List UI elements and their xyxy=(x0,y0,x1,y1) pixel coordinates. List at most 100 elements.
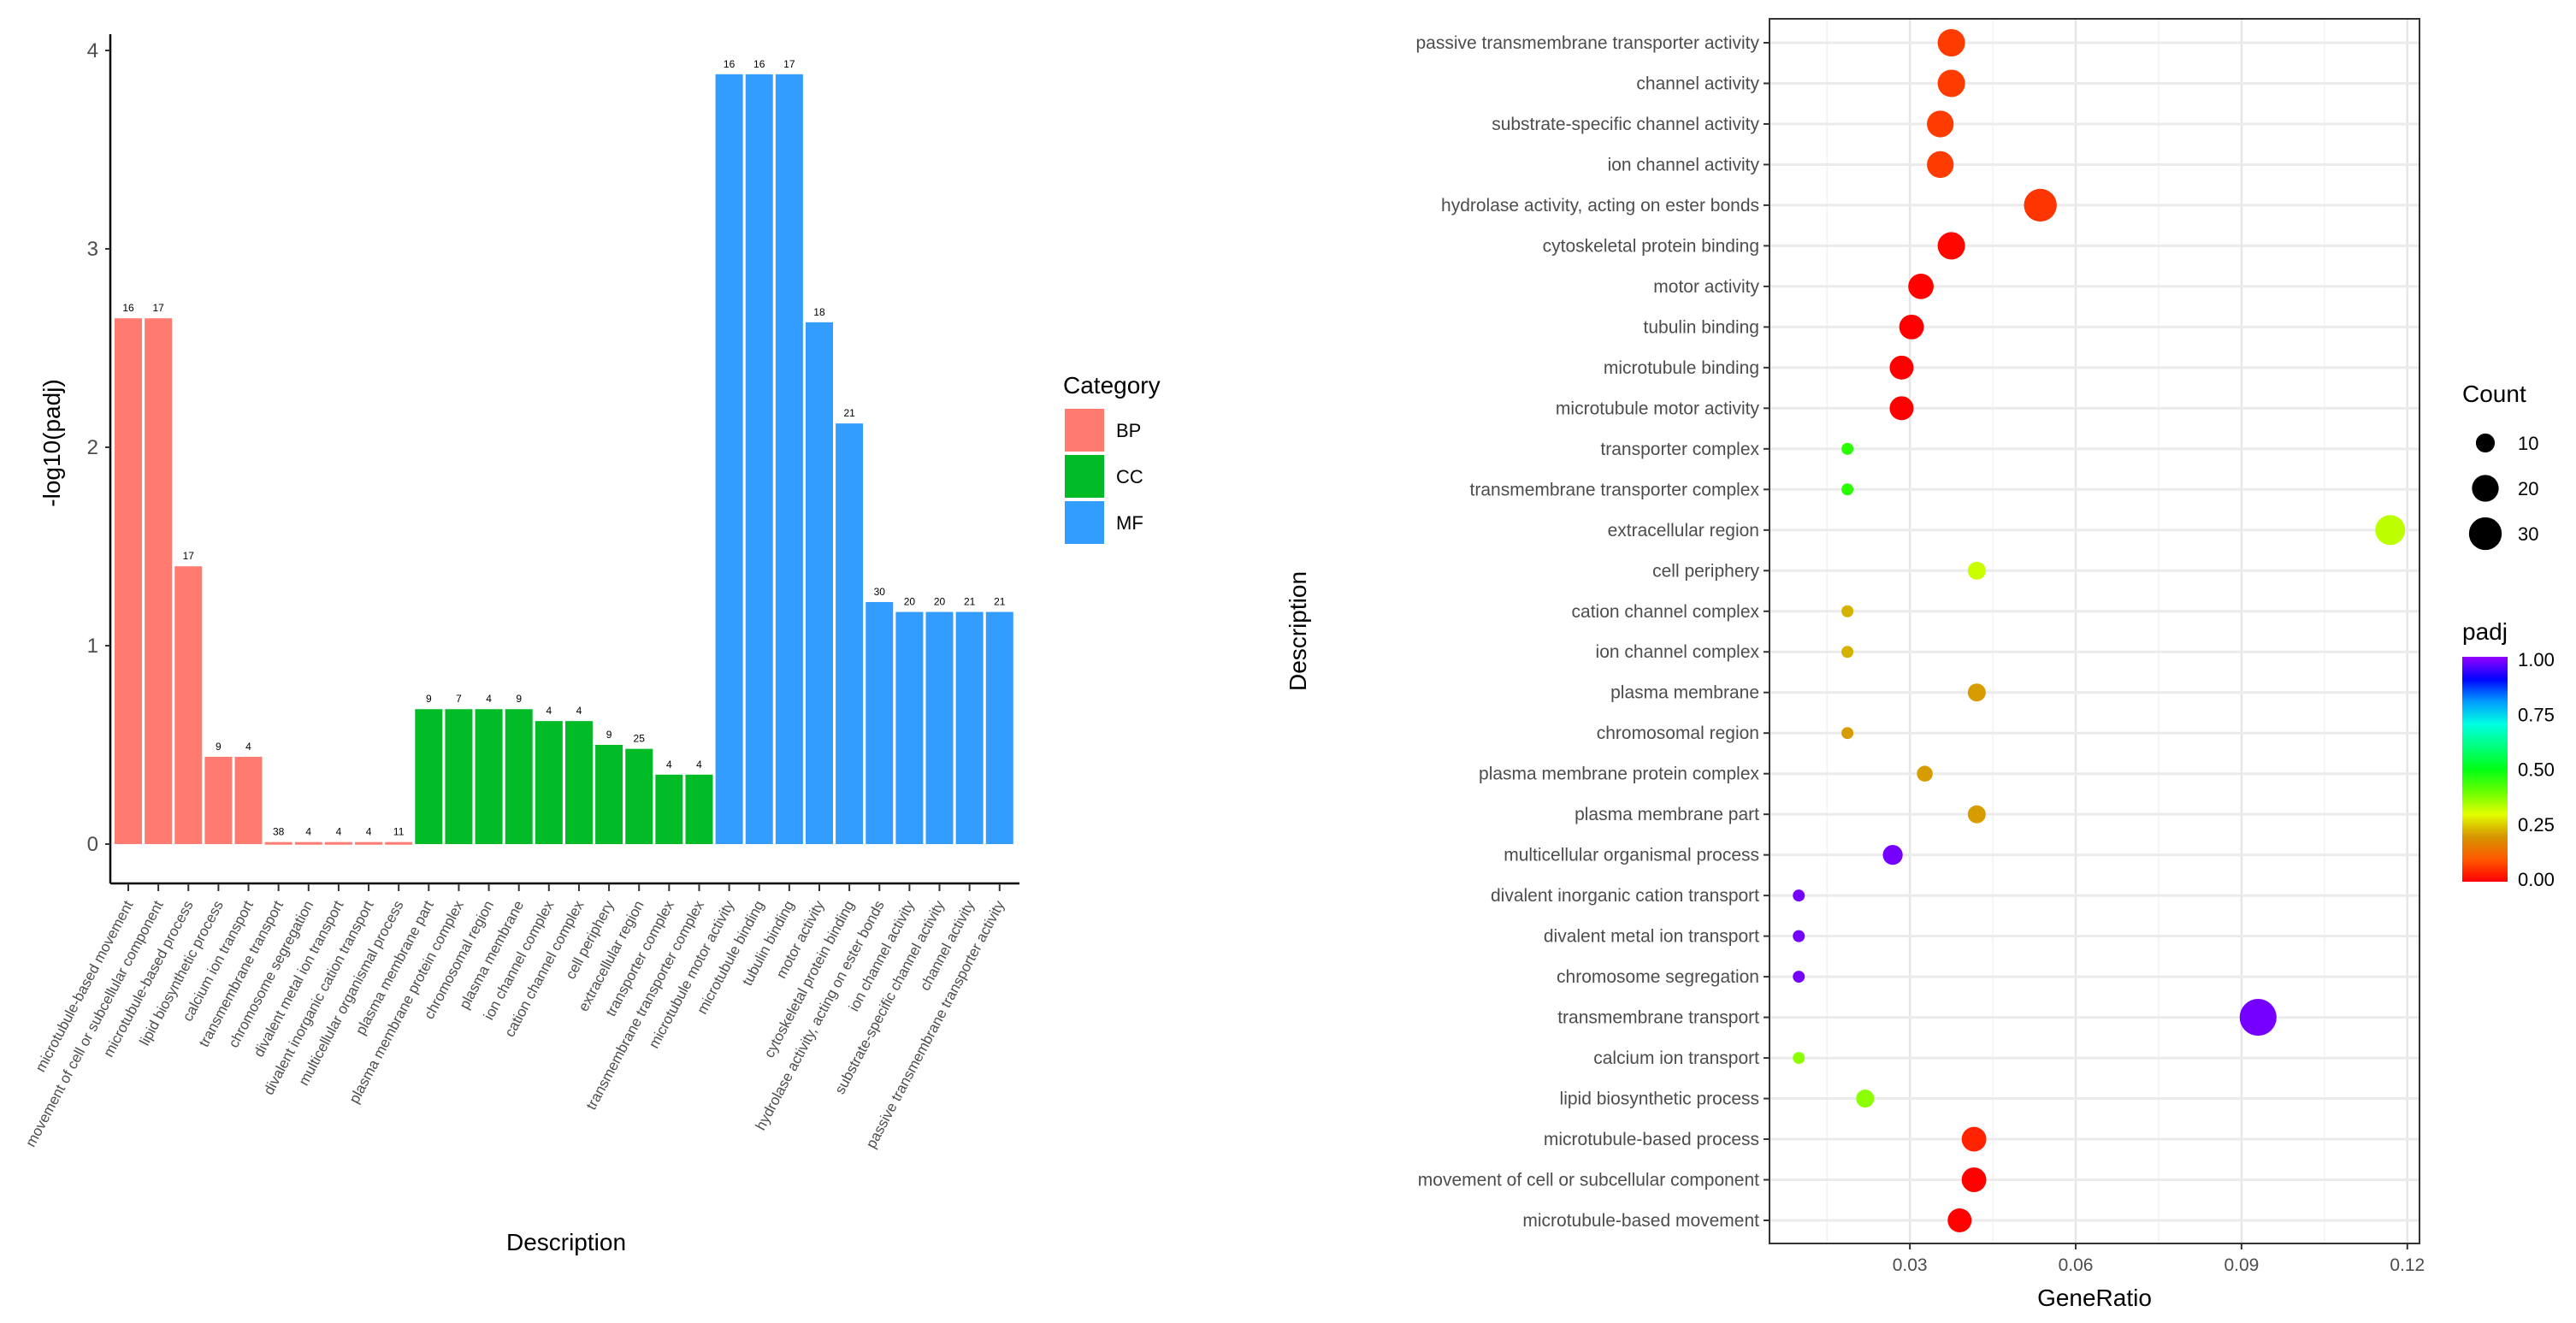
y-tick-label: plasma membrane xyxy=(1610,683,1759,703)
data-point xyxy=(2239,999,2277,1037)
bar xyxy=(505,709,533,844)
y-tick-label: chromosome segregation xyxy=(1557,967,1759,987)
data-point xyxy=(1899,314,1924,340)
y-tick-label: substrate-specific channel activity xyxy=(1492,115,1759,134)
bar xyxy=(415,709,443,844)
colorbar-tick-label: 0.75 xyxy=(2518,704,2555,725)
size-legend-label: 10 xyxy=(2518,433,2538,454)
y-tick-label: microtubule binding xyxy=(1604,358,1759,378)
y-tick-label: 4 xyxy=(87,39,98,62)
bar xyxy=(955,611,984,844)
size-legend-key xyxy=(2468,517,2502,551)
data-point xyxy=(1841,483,1854,496)
bar xyxy=(174,566,203,844)
data-point xyxy=(1947,1208,1972,1232)
colorbar-tick-label: 0.50 xyxy=(2518,759,2555,781)
bar xyxy=(535,721,563,844)
color-legend-title: padj xyxy=(2462,618,2508,645)
legend-key-bp xyxy=(1065,409,1104,452)
bar xyxy=(625,748,653,844)
bar-data-label: 25 xyxy=(634,733,646,745)
bar xyxy=(234,756,263,844)
bar xyxy=(355,842,383,845)
colorbar-tick-label: 0.00 xyxy=(2518,869,2555,890)
y-axis-title: Description xyxy=(1285,571,1311,691)
data-point xyxy=(1793,930,1805,942)
data-point xyxy=(1961,1126,1987,1152)
legend-title: Category xyxy=(1063,372,1161,399)
bar-data-label: 16 xyxy=(122,302,134,314)
y-tick-label: multicellular organismal process xyxy=(1504,846,1759,865)
size-legend-label: 20 xyxy=(2518,478,2538,499)
bar xyxy=(294,842,322,845)
data-point xyxy=(1937,28,1965,57)
y-tick-label: extracellular region xyxy=(1608,521,1759,540)
data-point xyxy=(1927,151,1954,179)
bar xyxy=(264,842,292,845)
data-point xyxy=(1917,765,1933,782)
y-axis-title: -log10(padj) xyxy=(38,379,65,506)
data-point xyxy=(1793,1052,1805,1065)
bar-data-label: 4 xyxy=(366,826,372,838)
bar-data-label: 4 xyxy=(546,705,552,717)
bar xyxy=(595,745,623,844)
x-axis-title: GeneRatio xyxy=(2037,1285,2152,1311)
x-tick-label: 0.03 xyxy=(1893,1255,1928,1275)
y-tick-label: ion channel complex xyxy=(1596,642,1760,662)
y-tick-label: divalent metal ion transport xyxy=(1544,927,1759,947)
padj-colorbar xyxy=(2462,657,2508,882)
y-tick-label: 1 xyxy=(87,635,98,658)
bar-data-label: 4 xyxy=(305,826,311,838)
data-point xyxy=(1841,646,1854,659)
bar-data-label: 16 xyxy=(724,58,736,70)
bar-data-label: 4 xyxy=(245,741,251,753)
data-point xyxy=(1856,1090,1875,1108)
data-point xyxy=(1889,396,1914,421)
y-tick-label: microtubule motor activity xyxy=(1556,399,1760,418)
x-tick-label: 0.06 xyxy=(2059,1255,2094,1275)
y-tick-label: ion channel activity xyxy=(1608,155,1760,174)
data-point xyxy=(1937,232,1965,260)
y-tick-label: channel activity xyxy=(1636,74,1759,93)
bar xyxy=(715,74,743,845)
bar-data-label: 9 xyxy=(516,693,522,705)
dot-plot: passive transmembrane transporter activi… xyxy=(1285,18,2555,1311)
bar xyxy=(836,423,864,844)
bar xyxy=(204,756,233,844)
y-tick-label: motor activity xyxy=(1653,277,1759,297)
bar-data-label: 4 xyxy=(486,693,492,705)
data-point xyxy=(1889,355,1914,380)
bar xyxy=(115,318,142,844)
bar xyxy=(895,611,924,844)
bar-data-label: 38 xyxy=(273,826,285,838)
bar xyxy=(925,611,954,844)
bar xyxy=(385,842,413,845)
legend-key-cc xyxy=(1065,455,1104,498)
bar-data-label: 17 xyxy=(152,302,164,314)
bar-data-label: 21 xyxy=(964,596,976,608)
bar xyxy=(805,322,833,845)
bar-data-label: 20 xyxy=(904,596,916,608)
y-tick-label: 0 xyxy=(87,833,98,856)
y-tick-label: transmembrane transport xyxy=(1557,1008,1759,1028)
bar xyxy=(985,611,1013,844)
bar-data-label: 9 xyxy=(216,741,222,753)
y-tick-label: cation channel complex xyxy=(1572,602,1760,622)
size-legend-title: Count xyxy=(2462,381,2526,407)
bar-data-label: 20 xyxy=(934,596,946,608)
panel-border xyxy=(1769,18,2420,1244)
y-tick-label: chromosomal region xyxy=(1597,724,1759,743)
data-point xyxy=(1967,561,1986,580)
bar-data-label: 30 xyxy=(874,586,886,598)
x-tick-label: 0.12 xyxy=(2390,1255,2425,1275)
bar xyxy=(324,842,352,845)
bar-data-label: 9 xyxy=(426,693,432,705)
size-legend-key xyxy=(2472,475,2499,502)
data-point xyxy=(1841,727,1854,740)
bar-data-label: 16 xyxy=(753,58,765,70)
y-tick-label: tubulin binding xyxy=(1644,317,1759,337)
colorbar-tick-label: 1.00 xyxy=(2518,649,2555,670)
y-tick-label: microtubule-based movement xyxy=(1522,1211,1759,1231)
y-tick-label: hydrolase activity, acting on ester bond… xyxy=(1441,196,1759,216)
